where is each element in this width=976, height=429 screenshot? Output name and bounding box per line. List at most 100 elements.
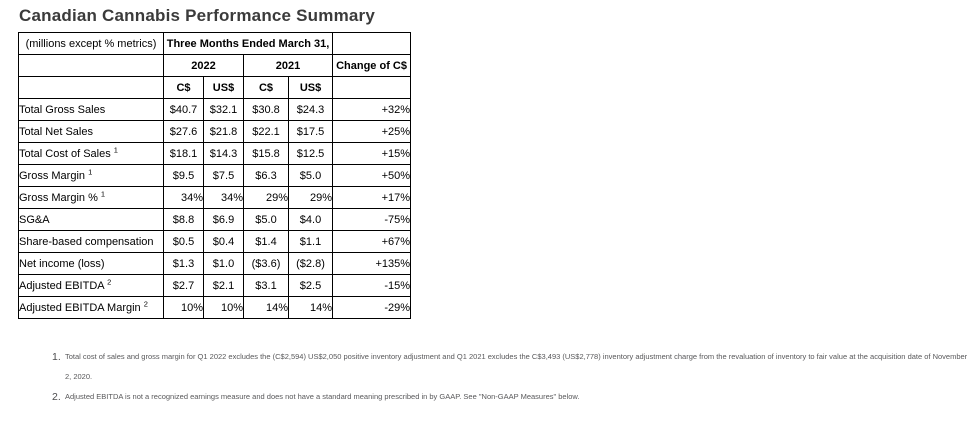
table-row: Total Gross Sales $40.7 $32.1 $30.8 $24.3 +32… — [18, 98, 412, 121]
value-cell: ($2.8) — [287, 252, 334, 275]
page-title: Canadian Cannabis Performance Summary — [19, 6, 376, 25]
currency-header-cell: C$ — [163, 76, 204, 99]
value-cell: $1.3 — [163, 252, 204, 275]
value-cell: 10% — [203, 296, 244, 319]
table-body: Total Gross Sales $40.7 $32.1 $30.8 $24.3 +32… — [18, 98, 412, 319]
header-row-units-note: (millions except % metrics) Three Months… — [18, 32, 412, 55]
row-label-cell: SG&A — [18, 208, 164, 231]
footnote-text: Total cost of sales and gross margin for… — [65, 352, 968, 381]
footnote-2: 2. Adjusted EBITDA is not a recognized e… — [52, 387, 975, 407]
value-cell: $1.0 — [203, 252, 244, 275]
footnote-number: 1. — [52, 351, 61, 363]
footnote-ref: 2 — [107, 276, 112, 286]
value-cell: 14% — [287, 296, 334, 319]
table-row: Total Cost of Sales 1 $18.1 $14.3 $15.8 $12.… — [18, 142, 412, 165]
change-cell: +17% — [332, 186, 412, 209]
row-label-cell: Adjusted EBITDA Margin 2 — [18, 296, 164, 319]
footnotes: 1. Total cost of sales and gross margin … — [52, 347, 975, 407]
value-cell: $6.3 — [243, 164, 289, 187]
value-cell: $3.1 — [243, 274, 289, 297]
footnote-1: 1. Total cost of sales and gross margin … — [52, 347, 975, 387]
footnote-ref: 1 — [113, 144, 118, 154]
value-cell: 34% — [203, 186, 244, 209]
value-cell: $21.8 — [203, 120, 244, 143]
value-cell: $2.7 — [163, 274, 204, 297]
year-2021-cell: 2021 — [242, 54, 334, 77]
value-cell: $5.0 — [243, 208, 289, 231]
empty-cell — [332, 32, 412, 55]
currency-header-cell: C$ — [243, 76, 289, 99]
value-cell: $2.1 — [203, 274, 244, 297]
value-cell: 29% — [243, 186, 289, 209]
change-cell: -75% — [332, 208, 412, 231]
row-label-cell: Net income (loss) — [18, 252, 164, 275]
row-label-cell: Total Net Sales — [18, 120, 164, 143]
header-row-years: 2022 2021 Change of C$ — [18, 54, 412, 77]
value-cell: $15.8 — [243, 142, 289, 165]
change-cell: -29% — [332, 296, 412, 319]
value-cell: $14.3 — [203, 142, 244, 165]
value-cell: $6.9 — [203, 208, 244, 231]
performance-table: (millions except % metrics) Three Months… — [18, 32, 412, 319]
row-label: Gross Margin — [19, 169, 86, 182]
table-row: Net income (loss) $1.3 $1.0 ($3.6) ($2.8) +13… — [18, 252, 412, 275]
value-cell: $30.8 — [243, 98, 289, 121]
empty-cell — [332, 76, 412, 99]
footnote-ref: 1 — [100, 188, 106, 198]
table-row: Total Net Sales $27.6 $21.8 $22.1 $17.5 +25% — [18, 120, 412, 143]
empty-cell — [18, 76, 164, 99]
value-cell: $24.3 — [287, 98, 334, 121]
row-label: Gross Margin % — [19, 191, 98, 204]
currency-header-cell: US$ — [203, 76, 244, 99]
row-label: Total Cost of Sales — [19, 147, 111, 160]
row-label: Total Gross Sales — [19, 103, 106, 116]
value-cell: 29% — [287, 186, 334, 209]
footnote-number: 2. — [52, 391, 61, 403]
change-cell: +32% — [332, 98, 412, 121]
row-label: Adjusted EBITDA Margin — [19, 301, 141, 314]
units-note-cell: (millions except % metrics) — [18, 32, 164, 55]
row-label-cell: Total Cost of Sales 1 — [18, 142, 164, 165]
table-row: Gross Margin 1 $9.5 $7.5 $6.3 $5.0 +50% — [18, 164, 412, 187]
value-cell: $1.1 — [287, 230, 334, 253]
value-cell: ($3.6) — [243, 252, 289, 275]
row-label-cell: Gross Margin % 1 — [18, 186, 164, 209]
value-cell: $8.8 — [163, 208, 204, 231]
row-label-cell: Share-based compensation — [18, 230, 164, 253]
footnote-text: Adjusted EBITDA is not a recognized earn… — [65, 392, 580, 401]
value-cell: $1.4 — [243, 230, 289, 253]
value-cell: $40.7 — [163, 98, 204, 121]
change-cell: +25% — [332, 120, 412, 143]
value-cell: $9.5 — [163, 164, 204, 187]
value-cell: $32.1 — [203, 98, 244, 121]
row-label: Net income (loss) — [19, 257, 105, 270]
value-cell: 14% — [243, 296, 289, 319]
change-cell: +135% — [332, 252, 412, 275]
value-cell: $12.5 — [287, 142, 334, 165]
row-label: Total Net Sales — [19, 125, 93, 138]
empty-cell — [18, 54, 164, 77]
currency-header-cell: US$ — [287, 76, 334, 99]
row-label-cell: Total Gross Sales — [18, 98, 164, 121]
value-cell: 10% — [163, 296, 204, 319]
change-cell: +67% — [332, 230, 412, 253]
value-cell: $0.4 — [203, 230, 244, 253]
row-label: Adjusted EBITDA — [19, 279, 105, 292]
change-cell: -15% — [332, 274, 412, 297]
value-cell: 34% — [163, 186, 204, 209]
year-2022-cell: 2022 — [163, 54, 244, 77]
value-cell: $7.5 — [203, 164, 244, 187]
value-cell: $5.0 — [287, 164, 334, 187]
value-cell: $27.6 — [163, 120, 204, 143]
row-label: Share-based compensation — [19, 235, 154, 248]
row-label-cell: Gross Margin 1 — [18, 164, 164, 187]
value-cell: $18.1 — [163, 142, 204, 165]
row-label: SG&A — [19, 213, 50, 226]
value-cell: $22.1 — [243, 120, 289, 143]
header-row-currencies: C$ US$ C$ US$ — [18, 76, 412, 99]
change-cell: +15% — [332, 142, 412, 165]
value-cell: $4.0 — [287, 208, 334, 231]
footnote-ref: 2 — [143, 298, 148, 308]
table-row: Adjusted EBITDA Margin 2 10% 10% 14% 14% -29% — [18, 296, 412, 319]
change-header-cell: Change of C$ — [332, 54, 412, 77]
